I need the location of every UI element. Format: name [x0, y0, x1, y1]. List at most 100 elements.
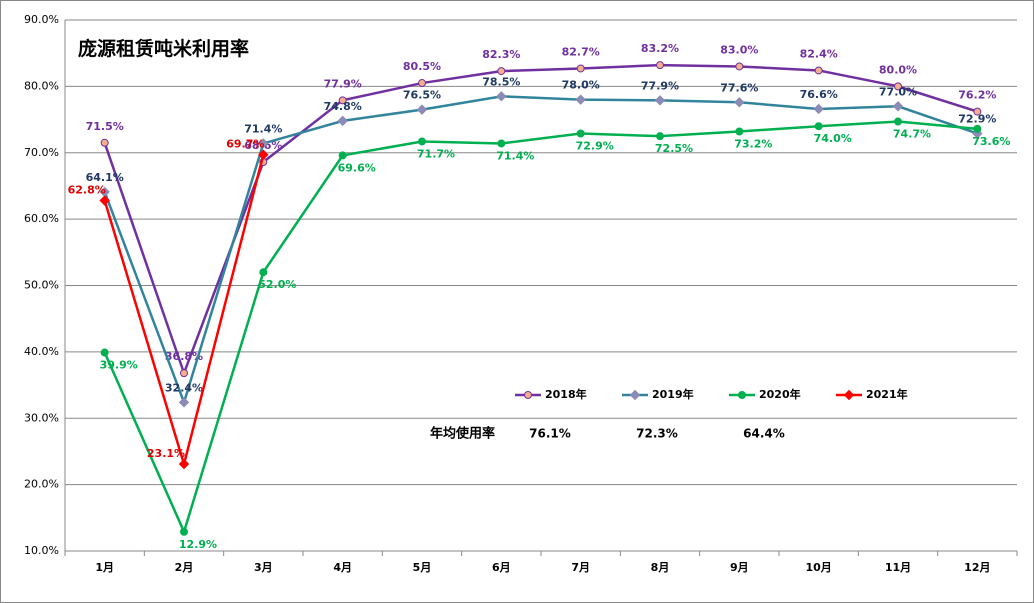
legend-marker: [738, 391, 746, 399]
legend-label: 2019年: [652, 387, 694, 401]
x-tick-label: 3月: [254, 561, 273, 574]
data-label: 72.9%: [576, 140, 614, 153]
data-point: [894, 82, 902, 91]
data-point: [100, 348, 109, 357]
data-point: [575, 94, 586, 105]
data-label: 83.0%: [720, 43, 758, 56]
data-label: 71.5%: [86, 120, 124, 133]
data-point: [576, 64, 585, 73]
data-label: 80.5%: [403, 60, 441, 73]
data-point: [735, 127, 744, 136]
data-label: 39.9%: [100, 359, 138, 372]
data-label: 82.3%: [482, 48, 520, 61]
data-label: 78.0%: [562, 79, 600, 92]
data-point: [496, 91, 507, 102]
y-tick-label: 20.0%: [24, 478, 59, 491]
data-label: 83.2%: [641, 42, 679, 55]
x-tick-label: 4月: [333, 561, 352, 574]
x-tick-label: 6月: [492, 561, 511, 574]
data-point: [735, 62, 744, 71]
data-point: [497, 139, 506, 148]
data-point: [734, 97, 745, 108]
y-tick-label: 60.0%: [24, 212, 59, 225]
annual-average-value: 64.4%: [743, 427, 785, 441]
x-tick-label: 12月: [964, 561, 990, 574]
data-point: [813, 103, 824, 115]
y-tick-label: 40.0%: [24, 345, 59, 358]
data-point: [338, 96, 347, 105]
data-point: [259, 268, 268, 277]
data-label: 77.0%: [879, 85, 917, 98]
data-point: [258, 138, 269, 149]
y-tick-label: 10.0%: [24, 544, 59, 557]
data-label: 76.6%: [800, 88, 838, 101]
data-label: 36.8%: [165, 350, 203, 363]
data-label: 76.2%: [958, 89, 996, 102]
legend-label: 2018年: [545, 387, 587, 401]
x-tick-label: 5月: [413, 561, 432, 574]
data-point: [100, 138, 109, 147]
data-label: 74.7%: [893, 128, 931, 141]
data-label: 73.2%: [734, 138, 772, 151]
data-label: 77.9%: [641, 79, 679, 92]
data-label: 69.6%: [338, 161, 376, 174]
data-label: 71.7%: [417, 147, 455, 160]
data-point: [497, 67, 506, 76]
data-point: [99, 195, 110, 206]
x-tick-label: 11月: [885, 561, 911, 574]
data-label: 72.5%: [655, 142, 693, 155]
legend-marker: [843, 389, 855, 401]
y-tick-label: 80.0%: [24, 79, 59, 92]
annual-average-value: 72.3%: [636, 427, 678, 441]
data-label: 71.4%: [244, 122, 282, 135]
data-point: [656, 61, 664, 70]
data-point: [814, 66, 823, 75]
data-label: 64.1%: [86, 171, 124, 184]
data-label: 62.8%: [68, 184, 106, 197]
legend-marker: [524, 391, 532, 399]
data-point: [180, 369, 188, 378]
data-label: 82.4%: [800, 47, 838, 60]
data-point: [973, 124, 982, 133]
legend-marker: [629, 389, 641, 401]
data-point: [656, 132, 664, 141]
legend-label: 2020年: [759, 387, 801, 401]
data-point: [418, 137, 426, 146]
x-tick-label: 10月: [806, 561, 832, 574]
data-label: 74.8%: [324, 100, 362, 113]
data-point: [180, 527, 188, 536]
y-tick-label: 50.0%: [24, 279, 59, 292]
data-point: [576, 129, 585, 138]
annual-average-label: 年均使用率: [430, 426, 495, 442]
annual-average-value: 76.1%: [529, 427, 571, 441]
data-label: 12.9%: [179, 538, 217, 551]
data-point: [418, 79, 426, 88]
y-tick-label: 90.0%: [24, 13, 59, 26]
data-point: [973, 107, 982, 116]
data-label: 23.1%: [147, 447, 185, 460]
data-point: [654, 95, 666, 106]
y-tick-label: 30.0%: [24, 411, 59, 424]
data-point: [178, 458, 190, 470]
data-label: 74.0%: [814, 132, 852, 145]
data-point: [814, 122, 823, 131]
data-point: [894, 117, 902, 126]
data-label: 32.4%: [165, 381, 203, 394]
data-label: 78.5%: [482, 75, 520, 88]
data-label: 82.7%: [562, 45, 600, 58]
legend-label: 2021年: [866, 387, 908, 401]
data-point: [178, 397, 190, 408]
x-tick-label: 8月: [651, 561, 670, 574]
x-tick-label: 1月: [95, 561, 114, 574]
data-label: 77.6%: [720, 81, 758, 94]
data-label: 52.0%: [258, 278, 296, 291]
data-label: 76.5%: [403, 89, 441, 102]
series-line: [103, 120, 978, 536]
x-tick-label: 2月: [175, 561, 194, 574]
x-tick-label: 9月: [730, 561, 749, 574]
data-label: 73.6%: [972, 135, 1010, 148]
data-point: [258, 149, 269, 160]
chart-title: 庞源租赁吨米利用率: [78, 37, 249, 60]
